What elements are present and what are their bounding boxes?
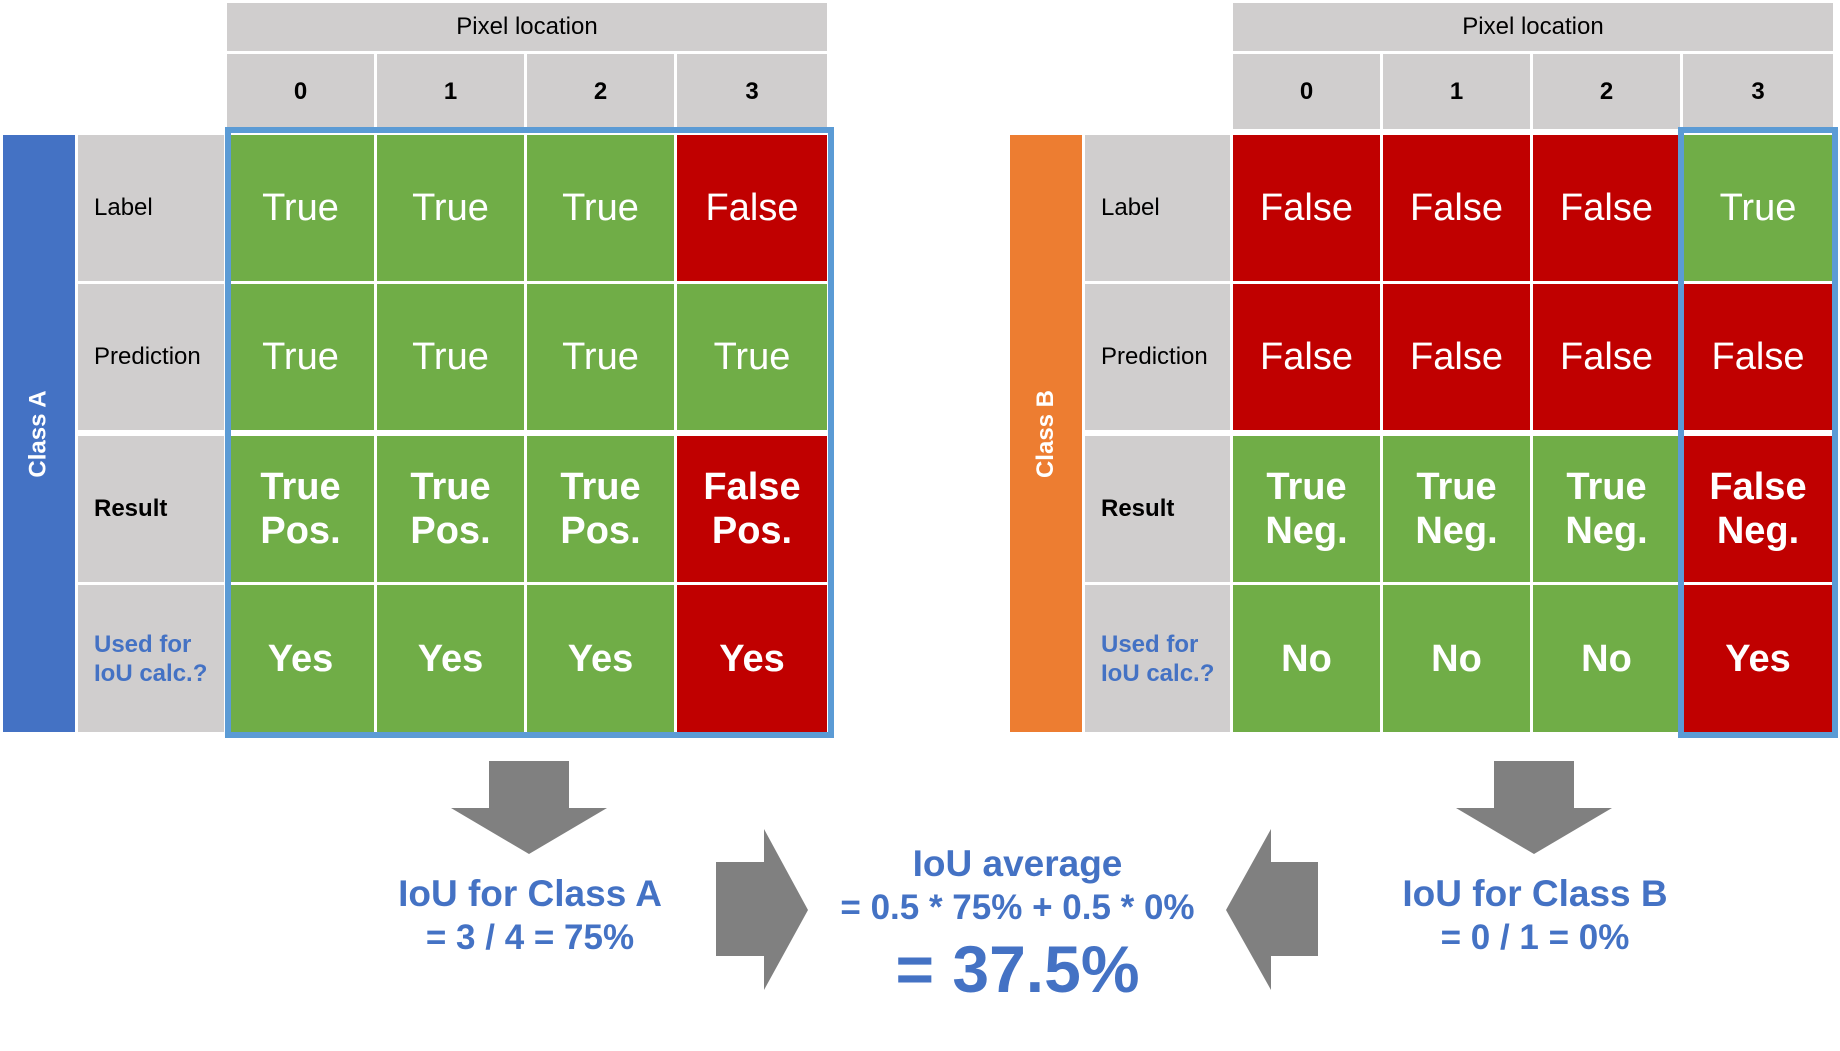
result-line-1: True	[260, 466, 341, 508]
class-b-used-cell-2: No	[1533, 585, 1680, 732]
result-line-2: Pos.	[410, 510, 491, 552]
left-arrow-icon	[1226, 829, 1318, 990]
class-a-row-label-prediction: Prediction	[78, 284, 224, 430]
class-b-used-cell-1: No	[1383, 585, 1530, 732]
class-a-result-cell-1: True Pos.	[377, 436, 524, 582]
class-b-row-label-used: Used for IoU calc.?	[1085, 585, 1230, 732]
class-b-prediction-cell-1: False	[1383, 284, 1530, 430]
class-b-result-cell-1: True Neg.	[1383, 436, 1530, 582]
result-line-1: True	[560, 466, 641, 508]
iou-class-a-title: IoU for Class A	[398, 873, 662, 914]
class-b-prediction-cell-3: False	[1683, 284, 1833, 430]
class-b-used-cell-3: Yes	[1683, 585, 1833, 732]
class-a-prediction-cell-1: True	[377, 284, 524, 430]
class-a-prediction-cell-2: True	[527, 284, 674, 430]
result-line-2: Pos.	[260, 510, 341, 552]
class-a-result-cell-2: True Pos.	[527, 436, 674, 582]
result-line-1: True	[1566, 466, 1647, 508]
class-b-label-cell-3: True	[1683, 135, 1833, 281]
class-a-row-label-label: Label	[78, 135, 224, 281]
class-a-row-label-result: Result	[78, 436, 224, 582]
class-b-pixel-location-header: Pixel location	[1233, 3, 1833, 51]
result-line-1: True	[1266, 466, 1347, 508]
class-b-row-label-label: Label	[1085, 135, 1230, 281]
right-arrow-icon	[716, 829, 808, 990]
class-a-prediction-cell-3: True	[677, 284, 827, 430]
class-b-index-3: 3	[1683, 54, 1833, 129]
class-b-result-cell-0: True Neg.	[1233, 436, 1380, 582]
class-a-index-0: 0	[227, 54, 374, 129]
class-a-highlight-box	[225, 127, 834, 738]
result-line-2: Pos.	[560, 510, 641, 552]
iou-average-value: = 37.5%	[895, 932, 1140, 1006]
class-a-prediction-cell-0: True	[227, 284, 374, 430]
class-b-label-cell-0: False	[1233, 135, 1380, 281]
class-b-index-2: 2	[1533, 54, 1680, 129]
iou-average-title: IoU average	[912, 843, 1123, 884]
iou-class-b-formula: = 0 / 1 = 0%	[1440, 918, 1630, 957]
class-a-index-1: 1	[377, 54, 524, 129]
class-a-label-cell-0: True	[227, 135, 374, 281]
down-arrow-class-b-icon	[1456, 761, 1612, 854]
iou-class-b-title: IoU for Class B	[1402, 873, 1668, 914]
class-b-index-0: 0	[1233, 54, 1380, 129]
class-b-result-cell-3: False Neg.	[1683, 436, 1833, 582]
iou-class-a-result: IoU for Class A = 3 / 4 = 75%	[360, 872, 700, 960]
class-a-pixel-location-header: Pixel location	[227, 3, 827, 51]
class-a-used-cell-2: Yes	[527, 585, 674, 732]
class-a-used-cell-3: Yes	[677, 585, 827, 732]
down-arrow-class-a-icon	[451, 761, 607, 854]
class-b-label-cell-1: False	[1383, 135, 1530, 281]
class-b-prediction-cell-2: False	[1533, 284, 1680, 430]
iou-average-formula: = 0.5 * 75% + 0.5 * 0%	[840, 888, 1195, 927]
iou-class-a-formula: = 3 / 4 = 75%	[425, 918, 635, 957]
class-b-result-cell-2: True Neg.	[1533, 436, 1680, 582]
class-a-result-cell-0: True Pos.	[227, 436, 374, 582]
class-b-label-cell-2: False	[1533, 135, 1680, 281]
result-line-1: True	[1416, 466, 1497, 508]
class-a-index-3: 3	[677, 54, 827, 129]
used-line-1: Used for	[1101, 630, 1199, 658]
class-a-result-cell-3: False Pos.	[677, 436, 827, 582]
used-line-2: IoU calc.?	[94, 659, 208, 687]
class-a-row-label-used: Used for IoU calc.?	[78, 585, 224, 732]
class-b-index-1: 1	[1383, 54, 1530, 129]
class-a-bar: Class A	[3, 135, 75, 732]
result-line-2: Neg.	[1265, 510, 1348, 552]
result-line-1: False	[1709, 466, 1807, 508]
result-line-2: Neg.	[1415, 510, 1498, 552]
result-line-1: False	[703, 466, 801, 508]
used-line-2: IoU calc.?	[1101, 659, 1215, 687]
result-line-2: Neg.	[1565, 510, 1648, 552]
iou-class-b-result: IoU for Class B = 0 / 1 = 0%	[1365, 872, 1705, 960]
iou-average-result: IoU average = 0.5 * 75% + 0.5 * 0% = 37.…	[800, 842, 1235, 1008]
class-a-label-cell-1: True	[377, 135, 524, 281]
result-line-2: Neg.	[1716, 510, 1800, 552]
class-b-bar: Class B	[1010, 135, 1082, 732]
class-a-label-cell-3: False	[677, 135, 827, 281]
class-b-row-label-result: Result	[1085, 436, 1230, 582]
class-b-highlight-box	[1678, 127, 1838, 738]
class-a-label-cell-2: True	[527, 135, 674, 281]
result-line-1: True	[410, 466, 491, 508]
class-b-row-label-prediction: Prediction	[1085, 284, 1230, 430]
class-a-used-cell-1: Yes	[377, 585, 524, 732]
class-a-index-2: 2	[527, 54, 674, 129]
result-line-2: Pos.	[711, 510, 793, 552]
used-line-1: Used for	[94, 630, 192, 658]
class-b-used-cell-0: No	[1233, 585, 1380, 732]
class-a-used-cell-0: Yes	[227, 585, 374, 732]
class-b-prediction-cell-0: False	[1233, 284, 1380, 430]
